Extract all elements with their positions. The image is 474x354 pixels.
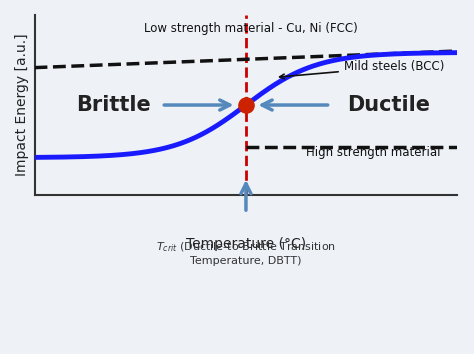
Text: Mild steels (BCC): Mild steels (BCC) [280, 61, 444, 79]
Text: High strength material: High strength material [306, 146, 440, 159]
X-axis label: Temperature (°C): Temperature (°C) [186, 237, 306, 251]
Text: Low strength material - Cu, Ni (FCC): Low strength material - Cu, Ni (FCC) [145, 22, 358, 35]
Point [242, 102, 250, 108]
Text: Ductile: Ductile [347, 95, 430, 115]
Text: $T_{crit}$ (Ductile-to-Brittle Transition
Temperature, DBTT): $T_{crit}$ (Ductile-to-Brittle Transitio… [156, 241, 336, 266]
Y-axis label: Impact Energy [a.u.]: Impact Energy [a.u.] [15, 34, 29, 176]
Text: Brittle: Brittle [76, 95, 151, 115]
